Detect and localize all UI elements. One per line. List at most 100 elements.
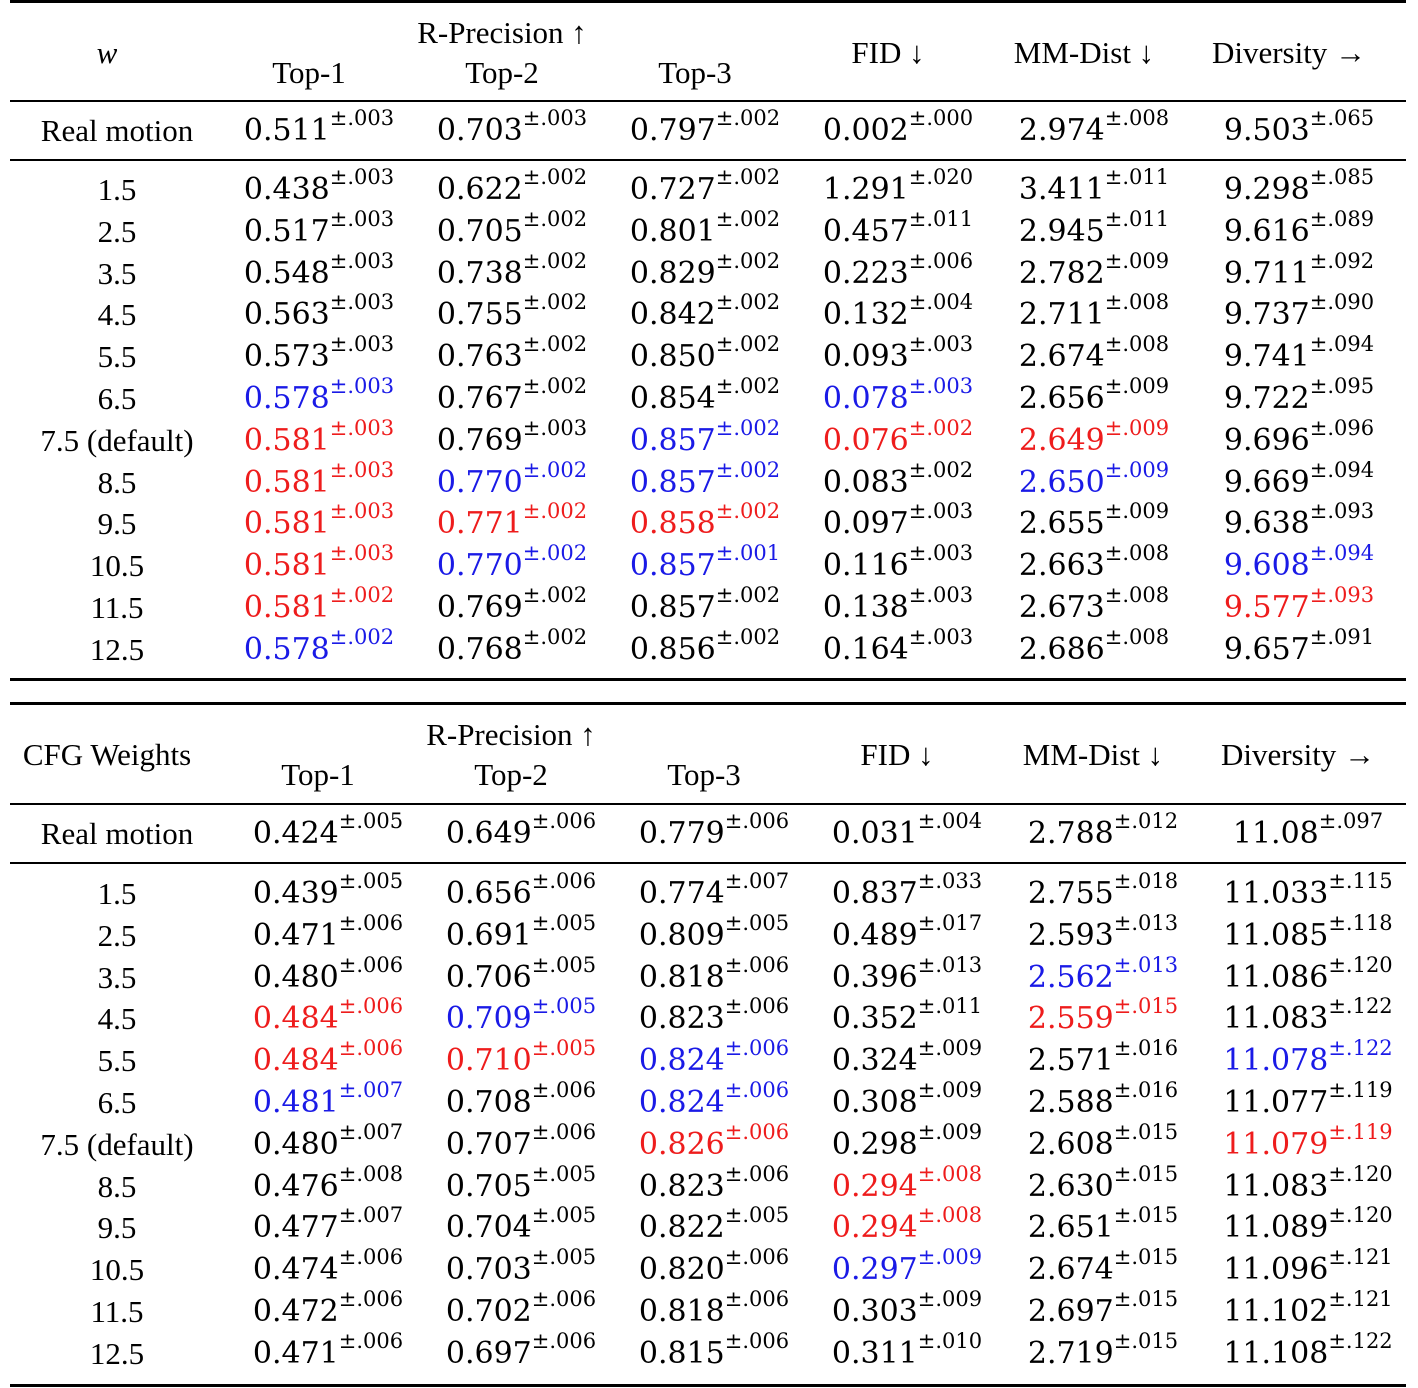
value-error: ±.120 bbox=[1328, 1162, 1393, 1186]
table-cell: 0.308±.009 bbox=[832, 1080, 982, 1120]
value-error: ±.002 bbox=[522, 458, 588, 482]
mm-dist-header: MM-Dist ↓ bbox=[1013, 35, 1155, 70]
value-error: ±.003 bbox=[908, 541, 974, 565]
row-label: 12.5 bbox=[89, 632, 145, 667]
value-mean: 0.472 bbox=[252, 1294, 339, 1329]
value-mean: 0.702 bbox=[445, 1294, 532, 1329]
table-cell: 0.826±.006 bbox=[639, 1122, 789, 1162]
table-cell: 9.722±.095 bbox=[1224, 376, 1374, 416]
table-cell: 11.086±.120 bbox=[1223, 955, 1392, 995]
top-1-header: Top-1 bbox=[272, 55, 346, 90]
value-error: ±.003 bbox=[329, 290, 395, 314]
row-label: 6.5 bbox=[97, 381, 137, 416]
value-error: ±.002 bbox=[715, 625, 781, 649]
table-cell: 0.850±.002 bbox=[630, 334, 780, 374]
table-cell: 2.649±.009 bbox=[1019, 418, 1169, 458]
table-cell: 0.480±.006 bbox=[253, 955, 403, 995]
table-cell: 0.824±.006 bbox=[639, 1080, 789, 1120]
table-cell: 0.484±.006 bbox=[253, 996, 403, 1036]
table-cell: 1.291±.020 bbox=[823, 167, 973, 207]
value-mean: 11.096 bbox=[1223, 1252, 1329, 1287]
table-cell: 0.837±.033 bbox=[832, 871, 982, 911]
value-mean: 0.573 bbox=[243, 339, 330, 374]
table-cell: 0.303±.009 bbox=[831, 1289, 982, 1329]
value-error: ±.007 bbox=[724, 869, 790, 893]
value-error: ±.008 bbox=[1104, 290, 1170, 314]
table-cell: 0.858±.002 bbox=[630, 501, 780, 541]
value-error: ±.006 bbox=[724, 994, 790, 1018]
value-mean: 0.303 bbox=[831, 1294, 918, 1329]
value-mean: 9.616 bbox=[1223, 214, 1310, 249]
table-cell: 0.768±.002 bbox=[437, 627, 587, 667]
table-cell: 0.581±.003 bbox=[244, 501, 394, 541]
table-cell: 0.705±.002 bbox=[437, 209, 587, 249]
value-error: ±.002 bbox=[522, 625, 588, 649]
table-cell: 0.823±.006 bbox=[639, 996, 789, 1036]
fid-header: FID ↓ bbox=[851, 35, 925, 70]
value-mean: 9.638 bbox=[1223, 506, 1310, 541]
value-mean: 9.741 bbox=[1223, 339, 1310, 374]
value-mean: 0.352 bbox=[831, 1001, 918, 1036]
bottom-rule bbox=[10, 1384, 1406, 1387]
table-cell: 0.706±.005 bbox=[446, 955, 596, 995]
value-error: ±.009 bbox=[1104, 416, 1170, 440]
value-mean: 0.581 bbox=[243, 423, 330, 458]
table-cell: 2.719±.015 bbox=[1028, 1331, 1178, 1371]
table-cell: 0.801±.002 bbox=[630, 209, 780, 249]
table-cell: 0.738±.002 bbox=[437, 251, 587, 291]
value-mean: 0.820 bbox=[638, 1252, 725, 1287]
value-error: ±.002 bbox=[522, 290, 588, 314]
value-error: ±.003 bbox=[908, 625, 974, 649]
value-error: ±.006 bbox=[724, 1162, 790, 1186]
value-mean: 0.438 bbox=[243, 172, 330, 207]
table-cell: 11.108±.122 bbox=[1223, 1331, 1392, 1371]
table-cell: 0.294±.008 bbox=[832, 1164, 982, 1204]
table-cell: 0.691±.005 bbox=[446, 913, 596, 953]
table-cell: 2.562±.013 bbox=[1028, 955, 1178, 995]
table-cell: 2.571±.016 bbox=[1028, 1038, 1178, 1078]
value-mean: 2.974 bbox=[1018, 113, 1105, 148]
value-error: ±.003 bbox=[522, 106, 588, 130]
fid-header: FID ↓ bbox=[860, 737, 934, 772]
table-cell: 0.581±.003 bbox=[244, 543, 394, 583]
top-3-header: Top-3 bbox=[658, 55, 732, 90]
value-mean: 0.578 bbox=[243, 381, 330, 416]
value-mean: 0.854 bbox=[629, 381, 716, 416]
value-mean: 0.002 bbox=[822, 113, 909, 148]
value-mean: 0.083 bbox=[822, 465, 909, 500]
table-cell: 2.674±.015 bbox=[1028, 1247, 1178, 1287]
table-cell: 0.093±.003 bbox=[823, 334, 973, 374]
table-cell: 2.608±.015 bbox=[1028, 1122, 1178, 1162]
value-mean: 0.424 bbox=[252, 816, 339, 851]
table-cell: 2.650±.009 bbox=[1019, 460, 1169, 500]
table-cell: 0.297±.009 bbox=[832, 1247, 982, 1287]
value-error: ±.003 bbox=[908, 499, 974, 523]
row-label: 6.5 bbox=[97, 1085, 137, 1120]
value-mean: 2.655 bbox=[1018, 506, 1105, 541]
table-cell: 0.823±.006 bbox=[639, 1164, 789, 1204]
table-cell: 0.708±.006 bbox=[446, 1080, 596, 1120]
value-error: ±.002 bbox=[715, 416, 781, 440]
value-mean: 2.782 bbox=[1018, 256, 1105, 291]
value-error: ±.009 bbox=[1104, 458, 1170, 482]
value-error: ±.006 bbox=[338, 953, 404, 977]
mid-rule bbox=[10, 100, 1406, 102]
table-cell: 0.818±.006 bbox=[638, 1289, 789, 1329]
row-label: 1.5 bbox=[97, 876, 137, 911]
value-error: ±.006 bbox=[338, 1245, 404, 1269]
value-mean: 11.078 bbox=[1223, 1043, 1329, 1078]
table-cell: 0.857±.001 bbox=[630, 543, 780, 583]
table-cell: 0.352±.011 bbox=[831, 996, 982, 1036]
value-mean: 2.755 bbox=[1027, 876, 1114, 911]
mid-rule bbox=[10, 862, 1406, 864]
value-mean: 0.548 bbox=[243, 256, 330, 291]
value-mean: 9.696 bbox=[1223, 423, 1310, 458]
table-cell: 2.663±.008 bbox=[1019, 543, 1169, 583]
value-mean: 0.818 bbox=[638, 1294, 725, 1329]
value-error: ±.008 bbox=[1104, 332, 1170, 356]
value-error: ±.121 bbox=[1328, 1245, 1393, 1269]
r-precision-header: R-Precision ↑ bbox=[417, 15, 587, 50]
table-cell: 2.588±.016 bbox=[1028, 1080, 1178, 1120]
value-error: ±.006 bbox=[724, 1287, 790, 1311]
value-mean: 9.711 bbox=[1223, 256, 1310, 291]
